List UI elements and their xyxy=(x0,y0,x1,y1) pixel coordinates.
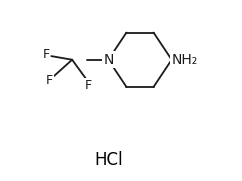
Text: NH₂: NH₂ xyxy=(172,53,198,67)
Text: N: N xyxy=(103,53,113,67)
Text: F: F xyxy=(42,48,49,61)
Text: HCl: HCl xyxy=(94,151,123,169)
Text: F: F xyxy=(85,79,92,92)
Text: F: F xyxy=(46,74,53,87)
